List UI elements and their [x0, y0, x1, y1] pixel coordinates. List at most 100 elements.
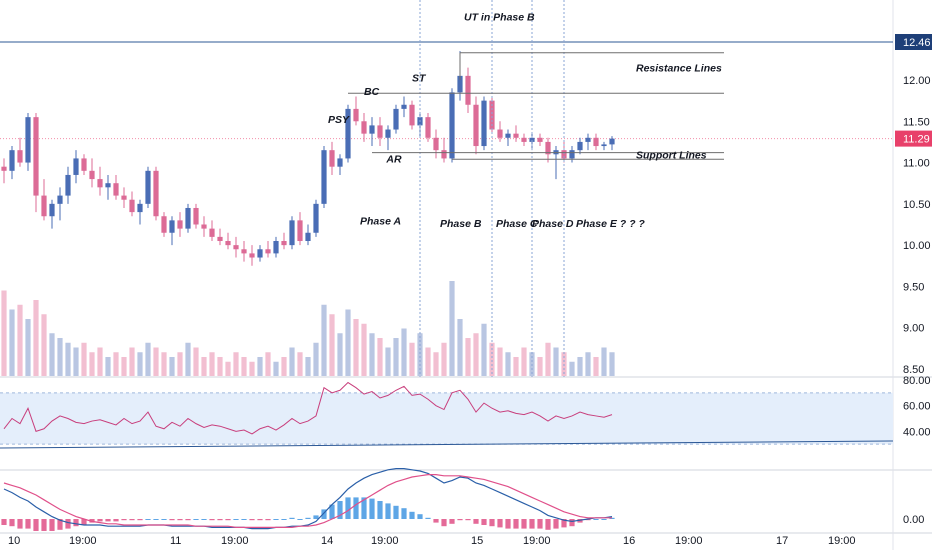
macd-histogram-bar: [553, 519, 559, 529]
candle-body: [329, 150, 335, 167]
volume-bar: [225, 361, 231, 376]
volume-bar: [233, 352, 239, 376]
volume-bar: [465, 338, 471, 376]
macd-histogram-bar: [273, 519, 279, 520]
macd-histogram-bar: [161, 519, 167, 520]
price-tick-label: 11.00: [903, 158, 930, 170]
volume-bar: [489, 342, 495, 376]
candle-body: [65, 174, 71, 196]
candle-body: [337, 158, 343, 167]
macd-histogram-bar: [513, 519, 519, 529]
price-reference-line: [0, 41, 893, 140]
volume-bar: [593, 357, 599, 376]
macd-histogram-bar: [185, 519, 191, 521]
macd-histogram-bar: [537, 519, 543, 529]
candle-body: [225, 241, 231, 246]
candle-body: [321, 150, 327, 204]
macd-histogram-bar: [521, 519, 527, 529]
time-tick-label: 16: [623, 535, 635, 547]
macd-histogram-bar: [345, 497, 351, 519]
macd-histogram-bar: [257, 519, 263, 521]
macd-histogram-bar: [1, 519, 7, 525]
macd-histogram-bar: [129, 519, 135, 521]
macd-histogram-bar: [105, 519, 111, 522]
volume-bar: [25, 319, 31, 376]
macd-histogram-bar: [393, 505, 399, 519]
candle-body: [113, 183, 119, 196]
price-tick-label: 11.50: [903, 116, 930, 128]
price-tick-label: 9.50: [903, 281, 924, 293]
candle-body: [25, 117, 31, 163]
price-line-tag-label: 12.46: [903, 37, 931, 49]
macd-histogram-bar: [449, 519, 455, 524]
macd-histogram-bar: [145, 519, 151, 520]
macd-histogram-bar: [409, 511, 415, 519]
macd-histogram-bar: [57, 519, 63, 530]
candle-body: [313, 203, 319, 233]
macd-histogram-bar: [497, 519, 503, 528]
volume-bar: [353, 319, 359, 376]
volume-bar: [385, 347, 391, 376]
volume-bar: [297, 352, 303, 376]
candle-body: [241, 249, 247, 254]
candle-body: [257, 249, 263, 258]
annotation-label: Support Lines: [636, 149, 707, 161]
volume-bar: [185, 342, 191, 376]
volume-bar: [177, 352, 183, 376]
volume-bar: [257, 357, 263, 376]
candle-body: [449, 92, 455, 159]
candle-body: [537, 137, 543, 142]
candle-body: [377, 125, 383, 138]
volume-bar: [137, 352, 143, 376]
candle-body: [441, 150, 447, 159]
rsi-trend-line: [0, 440, 894, 449]
candle-body: [17, 150, 23, 163]
macd-histogram-bar: [369, 498, 375, 519]
time-tick-label: 19:00: [828, 535, 856, 547]
macd-histogram-bar: [209, 519, 215, 521]
candle-body: [585, 137, 591, 142]
volume-bar: [601, 347, 607, 376]
volume-bar: [265, 352, 271, 376]
volume-bar: [33, 300, 39, 376]
volume-bar: [569, 361, 575, 376]
candle-body: [129, 199, 135, 213]
volume-bar: [409, 342, 415, 376]
candle-body: [169, 220, 175, 233]
rsi-pane: [0, 381, 894, 449]
macd-line: [3, 468, 613, 530]
annotation-label: Phase D: [532, 218, 574, 230]
annotations: UT in Phase B Resistance Lines ST BC PSY AR Su…: [328, 12, 722, 230]
candle-body: [305, 232, 311, 242]
candle-body: [457, 75, 463, 93]
macd-histogram-bar: [561, 519, 567, 528]
macd-histogram-bar: [545, 519, 551, 530]
macd-histogram-bar: [17, 519, 23, 529]
macd-histogram-bar: [361, 497, 367, 519]
macd-histogram-bar: [489, 519, 495, 527]
price-line-tag: [895, 34, 932, 50]
annotation-label: PSY: [328, 114, 350, 126]
candle-body: [569, 150, 575, 159]
macd-histogram-bar: [401, 508, 407, 519]
volume-bar: [481, 323, 487, 376]
macd-histogram-bar: [417, 514, 423, 519]
volume-bar: [417, 333, 423, 376]
candle-body: [209, 228, 215, 237]
candle-body: [97, 179, 103, 188]
price-tick-label: 9.00: [903, 323, 924, 335]
candle-body: [473, 104, 479, 147]
macd-histogram-bar: [569, 519, 575, 527]
candle-body: [489, 100, 495, 130]
macd-histogram-bar: [225, 519, 231, 521]
macd-histogram-bar: [329, 504, 335, 519]
drawings: [348, 0, 724, 377]
candle-body: [81, 158, 87, 171]
volume-bar: [377, 338, 383, 376]
macd-histogram-bar: [113, 519, 119, 522]
volume-bar: [17, 304, 23, 376]
macd-histogram-bar: [265, 519, 271, 521]
macd-histogram-bar: [153, 519, 159, 520]
